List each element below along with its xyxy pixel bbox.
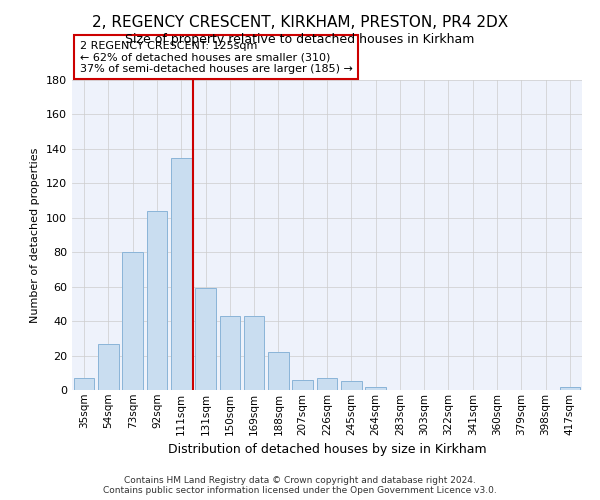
Bar	[146, 211, 167, 390]
Bar	[317, 378, 337, 390]
Text: Contains HM Land Registry data © Crown copyright and database right 2024.
Contai: Contains HM Land Registry data © Crown c…	[103, 476, 497, 495]
X-axis label: Distribution of detached houses by size in Kirkham: Distribution of detached houses by size …	[167, 443, 487, 456]
Bar	[365, 386, 386, 390]
Bar	[220, 316, 240, 390]
Bar	[195, 288, 216, 390]
Text: 2, REGENCY CRESCENT, KIRKHAM, PRESTON, PR4 2DX: 2, REGENCY CRESCENT, KIRKHAM, PRESTON, P…	[92, 15, 508, 30]
Bar	[341, 382, 362, 390]
Bar	[74, 378, 94, 390]
Bar	[98, 344, 119, 390]
Text: Size of property relative to detached houses in Kirkham: Size of property relative to detached ho…	[125, 32, 475, 46]
Text: 2 REGENCY CRESCENT: 125sqm
← 62% of detached houses are smaller (310)
37% of sem: 2 REGENCY CRESCENT: 125sqm ← 62% of deta…	[80, 40, 353, 74]
Bar	[560, 386, 580, 390]
Bar	[122, 252, 143, 390]
Bar	[292, 380, 313, 390]
Bar	[171, 158, 191, 390]
Y-axis label: Number of detached properties: Number of detached properties	[31, 148, 40, 322]
Bar	[268, 352, 289, 390]
Bar	[244, 316, 265, 390]
